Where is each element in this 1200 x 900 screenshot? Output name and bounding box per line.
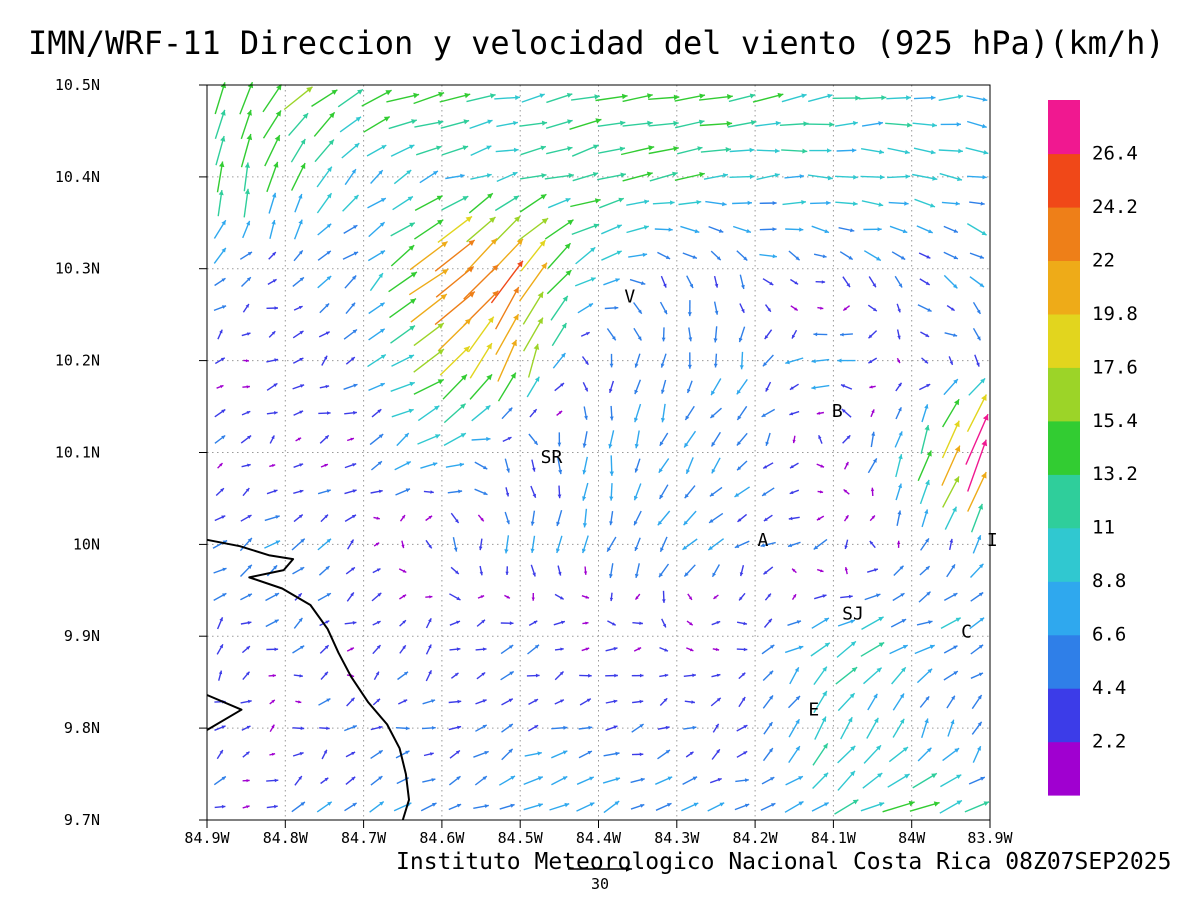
reference-arrow: 30 (568, 866, 632, 893)
svg-text:E: E (808, 700, 819, 721)
svg-text:11: 11 (1092, 517, 1115, 539)
svg-text:B: B (832, 401, 843, 422)
svg-text:C: C (961, 622, 972, 643)
svg-text:9.7N: 9.7N (64, 811, 100, 829)
chart-caption: Instituto Meteorologico Nacional Costa R… (396, 849, 1172, 875)
svg-text:6.6: 6.6 (1092, 624, 1126, 646)
coastline (206, 538, 410, 821)
wind-arrows (212, 81, 990, 815)
svg-text:10.4N: 10.4N (55, 168, 100, 186)
svg-text:83.9W: 83.9W (967, 829, 1013, 847)
svg-text:84.6W: 84.6W (419, 829, 465, 847)
svg-text:SR: SR (541, 447, 563, 468)
colorbar: 2.2 4.4 6.6 8.8 11 13.2 15.4 17.6 19.8 22 24.2 26.4 (1048, 100, 1138, 796)
svg-text:22: 22 (1092, 249, 1115, 271)
svg-text:A: A (757, 530, 768, 551)
station-labels: V SR B A I SJ C E (541, 286, 998, 720)
svg-text:19.8: 19.8 (1092, 303, 1138, 325)
svg-text:84.9W: 84.9W (184, 829, 230, 847)
svg-text:V: V (624, 286, 635, 307)
svg-text:SJ: SJ (842, 603, 864, 624)
svg-text:24.2: 24.2 (1092, 196, 1138, 218)
svg-text:84.5W: 84.5W (498, 829, 544, 847)
svg-text:10N: 10N (73, 535, 100, 553)
svg-text:4.4: 4.4 (1092, 677, 1126, 699)
grid-lines (207, 85, 990, 820)
svg-text:17.6: 17.6 (1092, 356, 1138, 378)
svg-text:9.8N: 9.8N (64, 719, 100, 737)
svg-text:84.1W: 84.1W (811, 829, 857, 847)
svg-text:84.7W: 84.7W (341, 829, 387, 847)
chart-title: IMN/WRF-11 Direccion y velocidad del vie… (28, 24, 1165, 62)
svg-text:9.9N: 9.9N (64, 627, 100, 645)
svg-text:8.8: 8.8 (1092, 570, 1126, 592)
svg-text:10.3N: 10.3N (55, 260, 100, 278)
svg-text:84.2W: 84.2W (733, 829, 779, 847)
svg-text:I: I (987, 530, 998, 551)
svg-text:10.5N: 10.5N (55, 76, 100, 94)
svg-text:10.2N: 10.2N (55, 352, 100, 370)
svg-text:13.2: 13.2 (1092, 463, 1138, 485)
svg-text:15.4: 15.4 (1092, 410, 1138, 432)
svg-text:26.4: 26.4 (1092, 143, 1138, 165)
svg-text:84.3W: 84.3W (654, 829, 700, 847)
svg-text:84.8W: 84.8W (263, 829, 309, 847)
svg-text:10.1N: 10.1N (55, 444, 100, 462)
svg-text:84.4W: 84.4W (576, 829, 622, 847)
svg-text:84W: 84W (898, 829, 926, 847)
svg-text:30: 30 (591, 875, 609, 893)
axes: 84.9W 84.8W 84.7W 84.6W 84.5W 84.4W 84.3W 84.2W… (55, 76, 1014, 847)
svg-text:2.2: 2.2 (1092, 731, 1126, 753)
